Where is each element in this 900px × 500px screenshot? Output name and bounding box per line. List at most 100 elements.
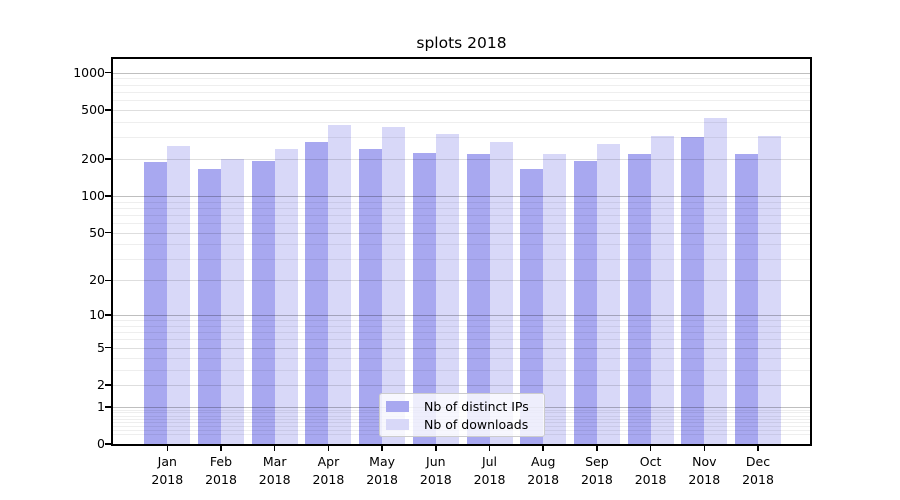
y-tick [105, 195, 111, 197]
y-tick [105, 314, 111, 316]
bar-downloads [704, 117, 728, 444]
legend-swatch-downloads [386, 418, 409, 430]
y-tick [105, 158, 111, 160]
y-tick-label: 1 [97, 398, 105, 414]
gridline-minor [113, 78, 810, 80]
gridline-minor [113, 223, 810, 225]
bar-distinct-ips [359, 148, 383, 444]
y-tick [105, 346, 111, 349]
x-tick [166, 446, 169, 451]
x-tick-label: Jun 2018 [419, 454, 452, 487]
x-tick [757, 446, 759, 451]
bar-distinct-ips [412, 152, 436, 444]
gridline-minor [113, 137, 810, 139]
bar-distinct-ips [144, 161, 168, 444]
bar-downloads [328, 125, 352, 444]
x-tick-label: Jan 2018 [151, 454, 184, 487]
legend-label-downloads: Nb of downloads [424, 416, 529, 432]
y-tick-label: 0 [97, 436, 105, 451]
gridline-major [113, 109, 810, 111]
y-tick-label: 50 [89, 224, 105, 240]
gridline-minor [113, 214, 810, 216]
x-tick-label: Jul 2018 [473, 454, 506, 487]
gridline-minor [113, 91, 810, 93]
gridline-minor [113, 84, 810, 86]
y-tick-label: 500 [81, 101, 105, 117]
bar-downloads [221, 158, 244, 444]
x-tick-label: Aug 2018 [527, 454, 560, 487]
x-tick [273, 446, 276, 451]
x-tick [381, 446, 383, 451]
bar-downloads [167, 145, 191, 444]
legend: Nb of distinct IPs Nb of downloads [379, 393, 545, 437]
y-tick [105, 231, 111, 234]
x-tick-label: Oct 2018 [634, 454, 667, 487]
bar-distinct-ips [681, 136, 705, 444]
x-tick-label: Sep 2018 [580, 454, 613, 487]
legend-swatch-distinct-ips [386, 400, 409, 412]
x-tick [649, 446, 652, 451]
gridline-minor [113, 259, 810, 261]
legend-item-downloads: Nb of downloads [386, 417, 536, 432]
y-tick [105, 109, 111, 111]
gridline-minor [113, 244, 810, 246]
gridline-minor [113, 201, 810, 203]
y-tick [105, 406, 111, 408]
y-tick-label: 200 [81, 151, 105, 166]
y-tick [105, 279, 111, 282]
x-tick-label: Mar 2018 [258, 454, 291, 487]
bar-distinct-ips [520, 169, 544, 444]
gridline-major [113, 72, 810, 74]
y-tick-label: 20 [89, 272, 105, 288]
x-tick [596, 446, 598, 451]
plot-area: 0 1 2 5 10 20 50 100 200 500 1000 Jan 2018 Feb 2018 M… [73, 57, 812, 487]
gridline-minor [113, 325, 810, 327]
bar-distinct-ips [573, 160, 597, 444]
y-tick-label: 100 [81, 188, 105, 203]
gridline-major [113, 232, 810, 234]
gridline-major [113, 196, 810, 197]
gridline-minor [113, 332, 810, 334]
bar-distinct-ips [466, 153, 490, 444]
y-tick [105, 384, 111, 386]
bar-downloads [435, 134, 459, 444]
x-tick-label: May 2018 [366, 454, 398, 487]
bar-distinct-ips [627, 153, 651, 444]
x-tick-label: Dec 2018 [742, 454, 774, 487]
gridline-major [113, 347, 810, 349]
bar-downloads [274, 149, 298, 444]
plot-inner: 0 1 2 5 10 20 50 100 200 500 1000 Jan 2018 Feb 2018 M… [73, 59, 810, 487]
x-tick-label: Feb 2018 [205, 454, 237, 487]
x-tick-label: Nov 2018 [688, 454, 721, 487]
bar-downloads [382, 126, 406, 444]
bar-downloads [650, 135, 674, 444]
gridline-major [113, 159, 810, 160]
bar-distinct-ips [305, 142, 329, 444]
y-tick-label: 1000 [73, 64, 105, 80]
bar-downloads [543, 154, 567, 444]
x-tick [703, 446, 706, 451]
legend-item-distinct-ips: Nb of distinct IPs [386, 399, 536, 414]
chart-title: splots 2018 [416, 34, 507, 52]
gridline-minor [113, 207, 810, 209]
x-tick [542, 446, 544, 451]
legend-label-distinct-ips: Nb of distinct IPs [424, 398, 529, 414]
gridline-major [113, 280, 810, 282]
bar-distinct-ips [251, 161, 275, 444]
gridline-minor [113, 369, 810, 371]
y-tick [105, 71, 111, 74]
gridline-major [113, 315, 810, 317]
gridline-minor [113, 339, 810, 341]
x-tick [488, 446, 491, 451]
y-tick-label: 10 [89, 307, 105, 323]
x-tick-label: Apr 2018 [312, 454, 345, 487]
bar-downloads [596, 143, 620, 444]
bar-distinct-ips [735, 153, 758, 444]
y-tick-label: 5 [97, 339, 105, 355]
x-tick [327, 446, 330, 451]
x-tick [435, 446, 437, 451]
bar-distinct-ips [198, 169, 221, 444]
gridline-minor [113, 357, 810, 359]
gridline-major [113, 385, 810, 386]
